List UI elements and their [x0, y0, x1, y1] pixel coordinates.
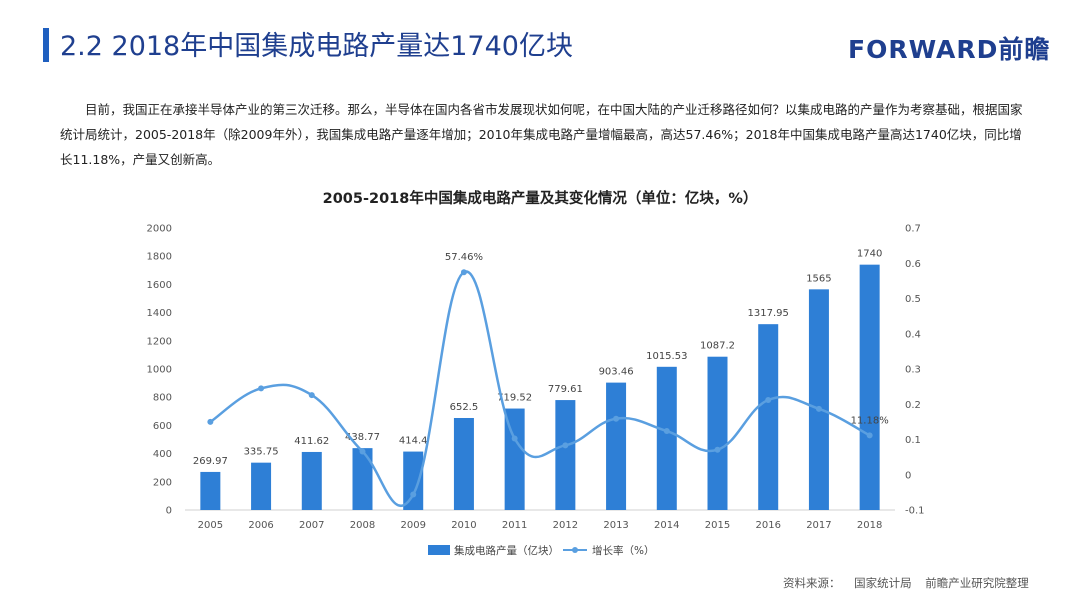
left-axis-tick-label: 400: [153, 449, 172, 460]
left-axis-tick-label: 2000: [147, 224, 172, 235]
x-axis-tick-label: 2013: [603, 520, 628, 531]
left-axis-tick-label: 800: [153, 393, 172, 404]
right-axis-tick-label: 0.6: [905, 259, 921, 270]
chart-title: 2005-2018年中国集成电路产量及其变化情况（单位：亿块，%）: [322, 191, 758, 207]
growth-rate-line: [209, 270, 871, 507]
x-axis-tick-label: 2014: [654, 520, 679, 531]
left-axis-tick-label: 0: [166, 506, 172, 517]
x-axis-tick-label: 2008: [350, 520, 375, 531]
right-axis-tick-label: 0.2: [905, 400, 921, 411]
x-axis-tick-label: 2016: [755, 520, 780, 531]
x-axis-tick-label: 2010: [451, 520, 476, 531]
bar-data-label: 903.46: [599, 367, 634, 378]
growth-rate-point: [866, 432, 873, 439]
growth-rate-point: [258, 385, 265, 392]
legend-bar-swatch: [428, 545, 450, 555]
right-axis-tick-label: 0.4: [905, 329, 921, 340]
bar-data-label: 779.61: [548, 384, 583, 395]
legend-line-label: 增长率（%）: [592, 544, 654, 557]
right-axis-tick-label: -0.1: [905, 506, 925, 517]
growth-rate-point: [207, 418, 214, 425]
source-note: 资料来源： 国家统计局 前瞻产业研究院整理: [783, 576, 1029, 590]
right-axis-tick-label: 0.7: [905, 224, 921, 235]
growth-rate-point: [815, 405, 822, 412]
bar-production: [808, 289, 829, 510]
bar-data-label: 1740: [857, 249, 882, 260]
left-axis-tick-label: 1000: [147, 365, 172, 376]
bar-production: [758, 324, 779, 510]
bar-data-label: 411.62: [294, 436, 329, 447]
bar-production: [859, 264, 880, 510]
growth-rate-point: [460, 269, 467, 276]
x-axis-tick-label: 2017: [806, 520, 831, 531]
bar-data-label: 1565: [806, 273, 831, 284]
bar-data-label: 414.4: [399, 436, 428, 447]
page-title: 2.2 2018年中国集成电路产量达1740亿块: [60, 31, 573, 62]
bar-data-label: 438.77: [345, 432, 380, 443]
x-axis-tick-label: 2009: [400, 520, 425, 531]
bar-data-label: 1015.53: [646, 351, 687, 362]
bar-production: [251, 462, 272, 510]
bar-production: [707, 356, 728, 510]
legend-line-marker: [572, 547, 578, 553]
bar-data-label: 719.52: [497, 393, 532, 404]
x-axis-tick-label: 2005: [198, 520, 223, 531]
growth-rate-point: [613, 415, 620, 422]
growth-rate-point: [308, 392, 315, 399]
x-axis-tick-label: 2011: [502, 520, 527, 531]
growth-rate-point: [511, 435, 518, 442]
brand-logo: FORWARD前瞻: [848, 35, 1051, 64]
bar-production: [301, 451, 322, 510]
legend-bar-label: 集成电路产量（亿块）: [454, 544, 559, 557]
bar-production: [453, 417, 474, 510]
bar-data-label: 269.97: [193, 456, 228, 467]
growth-rate-point: [562, 442, 569, 449]
x-axis-tick-label: 2007: [299, 520, 324, 531]
left-axis-tick-label: 200: [153, 477, 172, 488]
bar-production: [504, 408, 525, 510]
bar-production: [403, 451, 424, 510]
bar-production: [656, 366, 677, 510]
bar-production: [352, 448, 373, 510]
right-axis-tick-label: 0.5: [905, 294, 921, 305]
growth-rate-label: 57.46%: [445, 252, 483, 263]
x-axis-tick-label: 2018: [857, 520, 882, 531]
bar-data-label: 652.5: [450, 402, 479, 413]
left-axis-tick-label: 1400: [147, 308, 172, 319]
bar-data-label: 335.75: [244, 447, 279, 458]
growth-rate-point: [359, 448, 366, 455]
growth-rate-point: [663, 428, 670, 435]
growth-rate-point: [410, 491, 417, 498]
left-axis-tick-label: 600: [153, 421, 172, 432]
right-axis-tick-label: 0.3: [905, 365, 921, 376]
right-axis-tick-label: 0: [905, 470, 911, 481]
left-axis-tick-label: 1600: [147, 280, 172, 291]
left-axis-tick-label: 1800: [147, 252, 172, 263]
left-axis-tick-label: 1200: [147, 336, 172, 347]
growth-rate-point: [765, 397, 772, 404]
bar-data-label: 1317.95: [748, 308, 789, 319]
x-axis-tick-label: 2015: [705, 520, 730, 531]
bar-data-label: 1087.2: [700, 341, 735, 352]
intro-paragraph: 目前，我国正在承接半导体产业的第三次迁移。那么，半导体在国内各省市发展现状如何呢…: [60, 102, 1023, 167]
x-axis-tick-label: 2006: [248, 520, 273, 531]
right-axis-tick-label: 0.1: [905, 435, 921, 446]
title-accent-bar: [43, 28, 49, 62]
x-axis-tick-label: 2012: [553, 520, 578, 531]
bar-production: [200, 471, 221, 510]
bar-production: [606, 382, 627, 510]
growth-rate-label: 11.18%: [851, 415, 889, 426]
growth-rate-point: [714, 446, 721, 453]
bar-production: [555, 400, 576, 510]
